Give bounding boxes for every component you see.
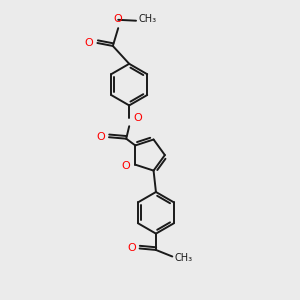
Text: O: O [85,38,94,48]
Text: CH₃: CH₃ [175,253,193,263]
Text: O: O [114,14,123,24]
Text: O: O [96,132,105,142]
Text: O: O [127,244,136,254]
Text: CH₃: CH₃ [138,14,157,24]
Text: O: O [121,161,130,171]
Text: O: O [134,113,142,124]
